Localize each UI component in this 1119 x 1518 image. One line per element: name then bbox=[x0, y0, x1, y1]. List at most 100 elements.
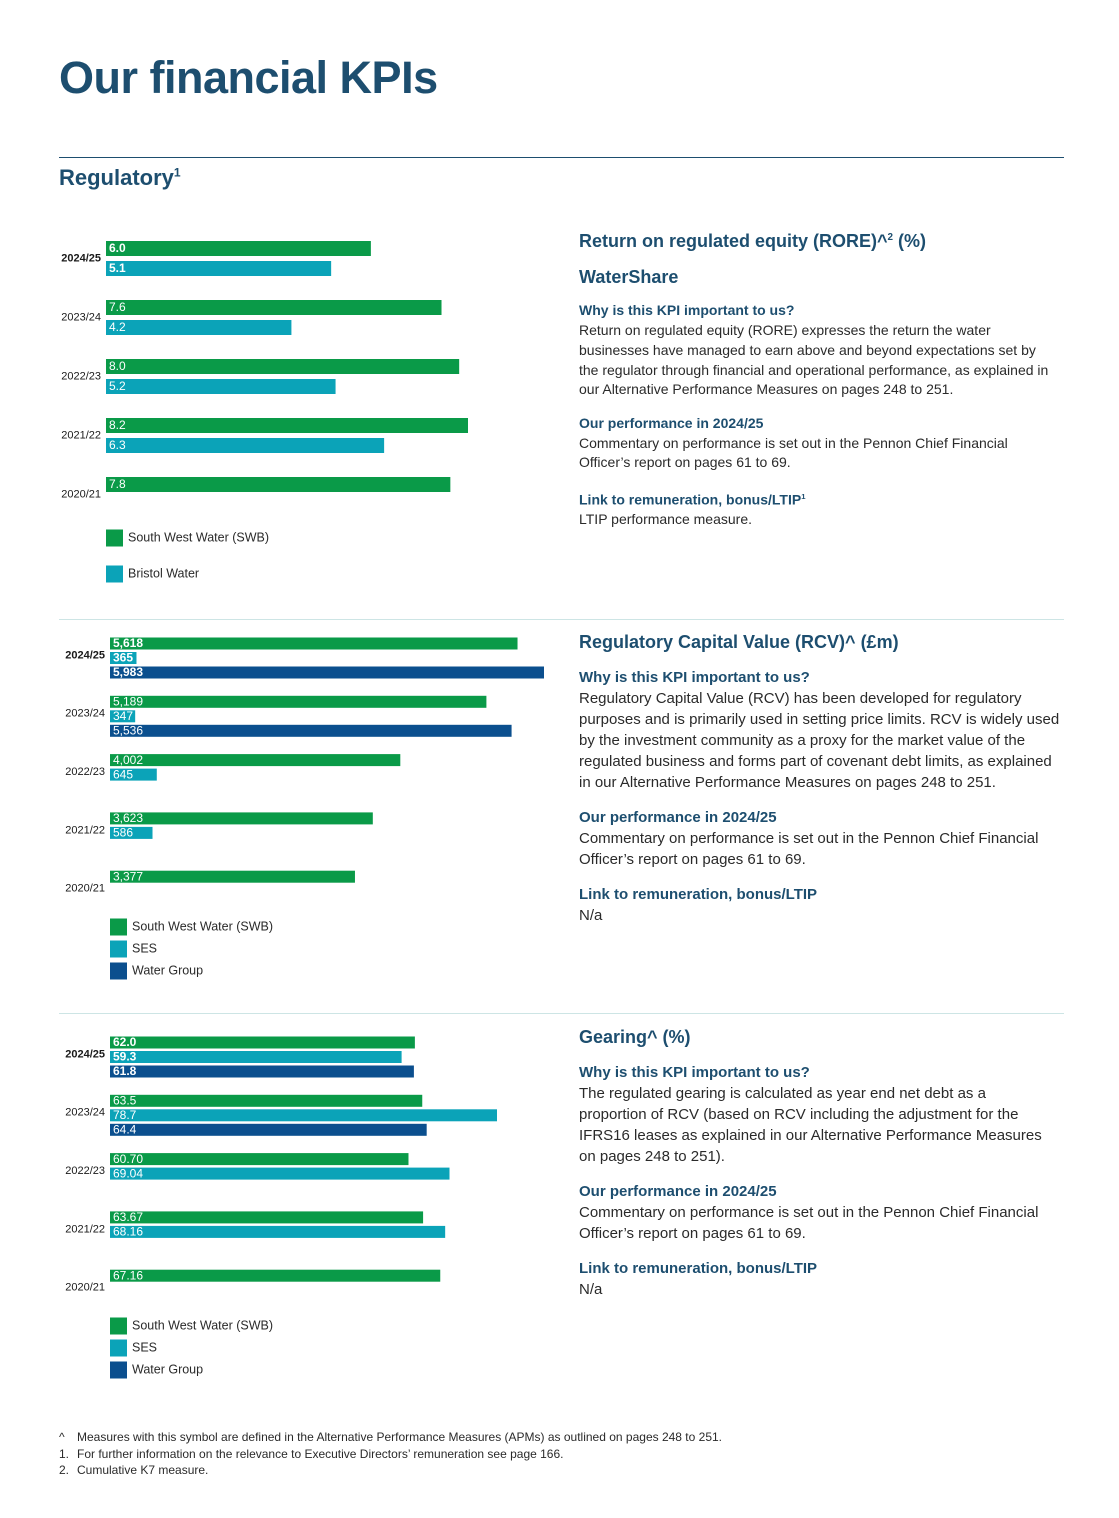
category-label: 2022/23 bbox=[65, 766, 105, 778]
value-label: 645 bbox=[113, 767, 133, 781]
bar bbox=[110, 1065, 414, 1078]
kpi-panel: Gearing^ (%) Why is this KPI important to… bbox=[579, 1027, 1049, 1300]
footnote-marker: 1. bbox=[59, 1446, 70, 1461]
legend-swatch bbox=[110, 1339, 127, 1357]
legend-swatch bbox=[110, 940, 127, 958]
value-label: 5,983 bbox=[113, 665, 143, 679]
bar bbox=[110, 1094, 423, 1107]
legend-swatch bbox=[110, 1317, 127, 1335]
category-label: 2022/23 bbox=[65, 1165, 105, 1177]
category-label: 2021/22 bbox=[65, 824, 105, 836]
footnote-text: Cumulative K7 measure. bbox=[77, 1463, 209, 1477]
category-label: 2021/22 bbox=[61, 429, 101, 441]
bar bbox=[110, 870, 355, 883]
legend-label: Water Group bbox=[132, 963, 203, 977]
legend-label: South West Water (SWB) bbox=[128, 530, 269, 544]
legend-label: Water Group bbox=[132, 1362, 203, 1376]
section-heading-text: Why is this KPI important to us? bbox=[579, 302, 795, 319]
value-label: 61.8 bbox=[113, 1064, 137, 1078]
value-label: 4,002 bbox=[113, 753, 143, 767]
kpi-title: Return on regulated equity (RORE)^2 (%) bbox=[579, 228, 1049, 252]
bar bbox=[106, 261, 332, 276]
bar bbox=[106, 418, 468, 433]
footnote: ^ Measures with this symbol are defined i… bbox=[59, 1430, 722, 1444]
category-label: 2024/25 bbox=[65, 1048, 105, 1060]
section-heading-text: Our performance in 2024/25 bbox=[579, 414, 764, 431]
section-sup: 1 bbox=[173, 165, 181, 180]
section-heading: Link to remuneration, bonus/LTIP1 bbox=[579, 487, 1049, 510]
footnote-text: Measures with this symbol are defined in… bbox=[77, 1430, 723, 1444]
bar bbox=[110, 768, 157, 781]
legend-label: SES bbox=[132, 941, 157, 955]
bar bbox=[110, 710, 136, 723]
bar bbox=[110, 1211, 424, 1224]
kpi-title: Regulatory Capital Value (RCV)^ (£m) bbox=[579, 632, 1067, 653]
kpi-title: Gearing^ (%) bbox=[579, 1027, 1049, 1048]
category-label: 2022/23 bbox=[61, 370, 101, 382]
category-label: 2020/21 bbox=[65, 883, 105, 895]
section-heading-text: Link to remuneration, bonus/LTIP bbox=[579, 886, 818, 903]
bar bbox=[106, 477, 451, 492]
legend-swatch bbox=[106, 565, 123, 583]
footnote-text: For further information on the relevance… bbox=[77, 1446, 564, 1461]
legend-label: SES bbox=[132, 1340, 157, 1354]
section-heading-text: Why is this KPI important to us? bbox=[579, 669, 810, 686]
bar bbox=[106, 438, 385, 453]
bar bbox=[110, 812, 373, 825]
bar bbox=[110, 1123, 427, 1136]
section-body: The regulated gearing is calculated as y… bbox=[579, 1085, 1042, 1165]
section-body: LTIP performance measure. bbox=[579, 511, 753, 528]
bar bbox=[110, 652, 137, 664]
bar bbox=[106, 359, 460, 374]
legend-label: Bristol Water bbox=[128, 566, 199, 580]
value-label: 5.2 bbox=[109, 379, 126, 393]
section-heading: Why is this KPI important to us? bbox=[579, 667, 1067, 688]
value-label: 64.4 bbox=[113, 1122, 137, 1136]
section-heading-text: Link to remuneration, bonus/LTIP bbox=[579, 491, 802, 508]
category-label: 2023/24 bbox=[65, 708, 105, 720]
bar bbox=[110, 1269, 441, 1282]
value-label: 62.0 bbox=[113, 1035, 137, 1049]
divider bbox=[59, 1013, 1064, 1014]
footnote-marker: ^ bbox=[59, 1430, 65, 1444]
kpi-panel: Regulatory Capital Value (RCV)^ (£m) Why … bbox=[579, 632, 1067, 926]
kpi-title-tail: (%) bbox=[893, 231, 927, 251]
value-label: 3,377 bbox=[113, 869, 143, 883]
section-body: N/a bbox=[579, 1281, 603, 1298]
value-label: 5,536 bbox=[113, 723, 143, 737]
section-body: Regulatory Capital Value (RCV) has been … bbox=[579, 690, 1060, 791]
section-heading: Why is this KPI important to us? bbox=[579, 301, 1049, 321]
bar bbox=[106, 300, 442, 315]
section-heading-text: Our performance in 2024/25 bbox=[579, 1183, 777, 1200]
value-label: 78.7 bbox=[113, 1108, 137, 1122]
bar bbox=[110, 666, 544, 679]
bar-chart: 2024/25 6.0 5.1 2023/24 7.6 4.2 2022/23 8.0 5.2 2… bbox=[61, 241, 468, 583]
bar bbox=[106, 379, 336, 394]
section-heading: Our performance in 2024/25 bbox=[579, 1181, 1049, 1202]
bar bbox=[110, 754, 401, 767]
footnote: 2. Cumulative K7 measure. bbox=[59, 1463, 208, 1477]
bar-chart: 2024/25 62.059.361.8 2023/24 63.578.764.4 20… bbox=[65, 1035, 497, 1379]
legend-swatch bbox=[110, 962, 127, 980]
kpi-panel: Return on regulated equity (RORE)^2 (%) W… bbox=[579, 228, 1049, 530]
page-title: Our financial KPIs bbox=[59, 52, 438, 103]
kpi-subtitle: WaterShare bbox=[579, 266, 679, 287]
bar bbox=[110, 1051, 402, 1063]
section-body: Commentary on performance is set out in … bbox=[579, 1204, 1039, 1242]
legend-swatch bbox=[106, 529, 123, 547]
value-label: 8.0 bbox=[109, 359, 126, 373]
section-heading-text: Our performance in 2024/25 bbox=[579, 809, 777, 826]
section-heading: Why is this KPI important to us? bbox=[579, 1062, 1049, 1083]
value-label: 68.16 bbox=[113, 1225, 143, 1239]
value-label: 6.3 bbox=[109, 438, 126, 452]
bar bbox=[110, 826, 153, 839]
value-label: 6.0 bbox=[109, 241, 126, 255]
bar bbox=[110, 1109, 497, 1122]
legend-swatch bbox=[110, 918, 127, 936]
category-label: 2020/21 bbox=[61, 488, 101, 500]
bar bbox=[110, 1225, 446, 1238]
section-heading-text: Link to remuneration, bonus/LTIP bbox=[579, 1260, 818, 1277]
